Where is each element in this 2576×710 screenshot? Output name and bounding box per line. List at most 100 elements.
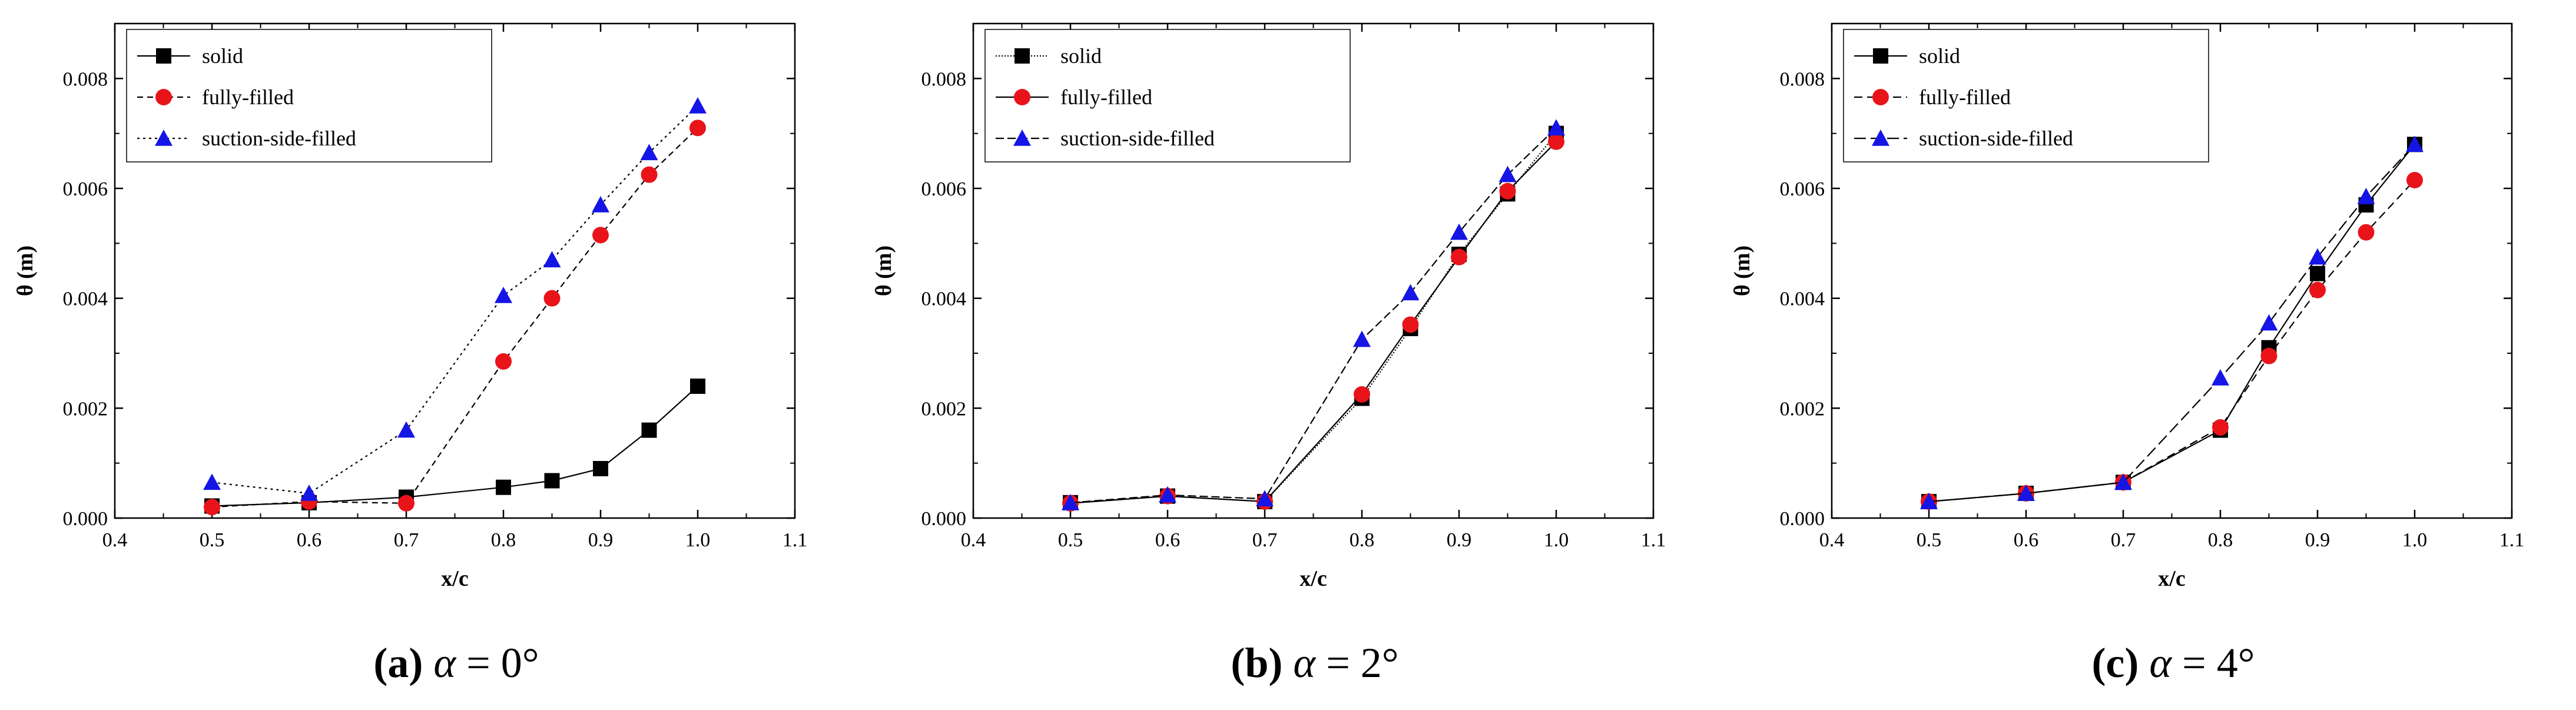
legend-box — [984, 29, 1351, 162]
y-tick-label: 0.002 — [63, 398, 108, 420]
x-tick-label: 0.4 — [961, 529, 986, 551]
data-point-suction-side-filled — [2309, 248, 2326, 265]
caption-symbol: α — [433, 639, 456, 686]
data-point-solid — [2310, 266, 2325, 281]
legend-box — [126, 29, 492, 162]
x-axis-label: x/c — [2158, 566, 2185, 591]
legend-label-suction-side-filled: suction-side-filled — [1919, 127, 2073, 150]
x-axis-label: x/c — [1299, 566, 1327, 591]
y-tick-label: 0.008 — [63, 68, 108, 90]
x-tick-label: 0.6 — [2014, 529, 2039, 551]
series-line-solid — [1928, 144, 2415, 503]
data-point-suction-side-filled — [543, 251, 561, 268]
y-tick-label: 0.000 — [63, 508, 108, 530]
y-axis-ticks: 0.000 0.002 0.004 0.006 0.008 — [63, 23, 795, 530]
legend-label-fully-filled: fully-filled — [1919, 85, 2011, 109]
legend: solid fully-filled suction-side-filled — [126, 29, 492, 162]
data-point-suction-side-filled — [397, 421, 415, 438]
series-solid — [1921, 137, 2422, 509]
caption-label: (a) — [373, 639, 423, 686]
legend-box — [1843, 29, 2209, 162]
x-tick-label: 0.4 — [1819, 529, 1845, 551]
legend-marker-solid — [1873, 48, 1888, 64]
x-tick-label: 0.7 — [1252, 529, 1278, 551]
data-point-suction-side-filled — [2406, 135, 2424, 152]
x-tick-label: 0.9 — [588, 529, 614, 551]
x-tick-label: 0.8 — [491, 529, 516, 551]
y-tick-label: 0.000 — [921, 508, 967, 530]
x-tick-label: 1.0 — [2402, 529, 2428, 551]
x-axis-label: x/c — [441, 566, 468, 591]
caption-symbol: α — [1293, 639, 1316, 686]
y-tick-label: 0.000 — [1780, 508, 1825, 530]
data-point-fully-filled — [592, 227, 609, 244]
data-point-solid — [690, 379, 705, 394]
series-fully-filled — [1921, 172, 2423, 510]
x-tick-label: 0.5 — [1058, 529, 1083, 551]
data-point-fully-filled — [2212, 419, 2229, 436]
x-tick-label: 0.8 — [2208, 529, 2233, 551]
x-tick-label: 0.9 — [2305, 529, 2330, 551]
data-point-suction-side-filled — [1450, 223, 1468, 240]
data-point-suction-side-filled — [1353, 330, 1371, 347]
data-point-solid — [496, 479, 511, 495]
series-suction-side-filled — [203, 97, 707, 501]
caption-label: (b) — [1231, 639, 1283, 686]
data-point-suction-side-filled — [1062, 493, 1079, 510]
legend-label-fully-filled: fully-filled — [202, 85, 294, 109]
data-point-fully-filled — [1402, 316, 1419, 333]
y-tick-label: 0.006 — [921, 178, 967, 200]
data-point-solid — [593, 461, 608, 476]
data-point-suction-side-filled — [2017, 485, 2035, 501]
data-point-suction-side-filled — [640, 144, 658, 161]
data-point-suction-side-filled — [2212, 369, 2229, 386]
data-point-suction-side-filled — [1401, 284, 1420, 301]
legend-marker-solid — [1015, 48, 1030, 64]
data-point-fully-filled — [689, 120, 706, 137]
data-point-suction-side-filled — [1256, 490, 1274, 507]
y-tick-label: 0.002 — [921, 398, 967, 420]
legend-label-solid: solid — [1919, 44, 1960, 68]
x-tick-label: 0.6 — [297, 529, 322, 551]
series-fully-filled — [1062, 133, 1564, 512]
series-line-suction-side-filled — [1928, 144, 2415, 503]
data-point-fully-filled — [2406, 172, 2423, 188]
x-tick-label: 0.7 — [2111, 529, 2136, 551]
legend-marker-suction-side-filled — [1872, 130, 1889, 146]
data-point-solid — [641, 422, 657, 438]
legend-label-suction-side-filled: suction-side-filled — [202, 127, 356, 150]
caption-b: (b) α = 2° — [962, 639, 1668, 688]
legend-marker-fully-filled — [155, 89, 172, 105]
data-point-suction-side-filled — [2114, 473, 2132, 490]
series-suction-side-filled — [1062, 119, 1565, 510]
chart-panel-b: 0.4 0.5 0.6 0.7 0.8 0.9 1.0 1.10.0000.0020.0040… — [871, 22, 1666, 591]
data-point-suction-side-filled — [1920, 493, 1938, 509]
legend-marker-fully-filled — [1872, 89, 1889, 105]
y-axis-label: θ (m) — [1730, 245, 1755, 296]
y-axis-label: θ (m) — [13, 245, 38, 296]
chart-panel-c: 0.4 0.5 0.6 0.7 0.8 0.9 1.0 1.10.0000.0020.0040… — [1730, 22, 2524, 591]
x-tick-label: 0.5 — [200, 529, 225, 551]
data-point-suction-side-filled — [203, 473, 221, 490]
legend: solid fully-filled suction-side-filled — [984, 29, 1351, 162]
data-point-suction-side-filled — [495, 287, 512, 303]
data-point-suction-side-filled — [592, 196, 609, 213]
data-point-fully-filled — [2260, 347, 2277, 364]
x-tick-label: 1.0 — [1544, 529, 1569, 551]
x-tick-label: 0.4 — [102, 529, 128, 551]
series-line-fully-filled — [1928, 180, 2415, 503]
y-tick-label: 0.008 — [1780, 68, 1825, 90]
data-point-fully-filled — [1354, 386, 1370, 403]
data-point-fully-filled — [398, 495, 415, 512]
x-tick-label: 1.0 — [685, 529, 711, 551]
chart-panel-a: 0.4 0.5 0.6 0.7 0.8 0.9 1.0 1.10.0000.0020.0040… — [13, 22, 808, 591]
y-axis-label: θ (m) — [871, 245, 896, 296]
data-point-fully-filled — [1499, 183, 1516, 200]
y-tick-label: 0.004 — [63, 288, 108, 310]
x-tick-label: 0.8 — [1350, 529, 1375, 551]
data-point-fully-filled — [2358, 224, 2375, 241]
caption-label: (c) — [2091, 639, 2139, 686]
caption-text: = 2° — [1315, 639, 1399, 686]
x-tick-label: 1.1 — [783, 529, 808, 551]
